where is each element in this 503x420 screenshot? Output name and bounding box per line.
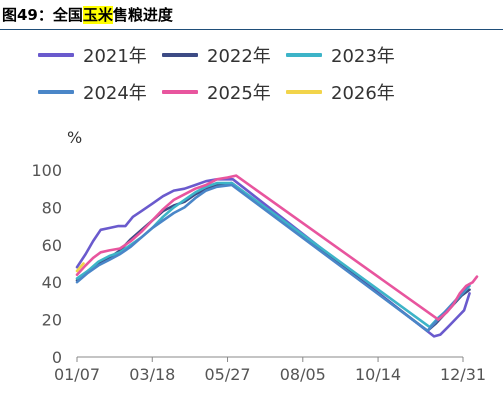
series-line-2022 [75,181,471,333]
chart-lines [75,174,479,338]
x-tick-label: 08/05 [280,365,326,384]
legend-swatch-2021 [38,53,74,57]
x-tick-label: 12/31 [440,365,486,384]
legend-item-2021: 2021年 [38,42,147,68]
legend-label-2021: 2021年 [83,46,147,67]
series-line-2026 [75,262,85,273]
legend-label-2025: 2025年 [207,83,271,104]
series-line-2025 [75,174,479,321]
y-axis-unit: % [67,128,82,147]
legend-item-2023: 2023年 [286,42,395,68]
x-tick-label: 10/14 [355,365,401,384]
legend-label-2024: 2024年 [83,83,147,104]
legend-label-2023: 2023年 [331,46,395,67]
title-underline [0,29,503,30]
legend-item-2026: 2026年 [286,79,395,105]
legend-swatch-2022 [162,53,198,57]
series-line-2024 [75,183,471,333]
legend-label-2022: 2022年 [207,46,271,67]
x-tick-label: 05/27 [204,365,250,384]
y-tick-label: 0 [52,348,62,367]
legend-swatch-2026 [286,90,322,94]
legend-item-2025: 2025年 [162,79,271,105]
figure-title-highlight: 玉米 [82,6,113,24]
chart-axes: % 0 20 40 60 80 100 01/07 03/18 05/27 08/05 10/14 12… [31,128,486,384]
series-line-2021 [75,178,471,338]
x-tick-label: 01/07 [54,365,100,384]
x-tick-label: 03/18 [129,365,175,384]
y-tick-label: 40 [42,273,62,292]
series-line-2023 [75,181,471,329]
figure-title: 图49：全国玉米售粮进度 [2,4,173,25]
legend-label-2026: 2026年 [331,83,395,104]
legend-swatch-2023 [286,53,322,57]
legend-item-2024: 2024年 [38,79,147,105]
figure-title-prefix: 图49：全国 [2,6,83,24]
legend-swatch-2024 [38,90,74,94]
y-tick-label: 100 [31,161,62,180]
y-tick-label: 60 [42,236,62,255]
y-tick-label: 80 [42,198,62,217]
legend-swatch-2025 [162,90,198,94]
legend-item-2022: 2022年 [162,42,271,68]
figure-title-bar: 图49：全国玉米售粮进度 [0,0,503,30]
y-tick-label: 20 [42,311,62,330]
figure-title-suffix: 售粮进度 [112,6,173,24]
